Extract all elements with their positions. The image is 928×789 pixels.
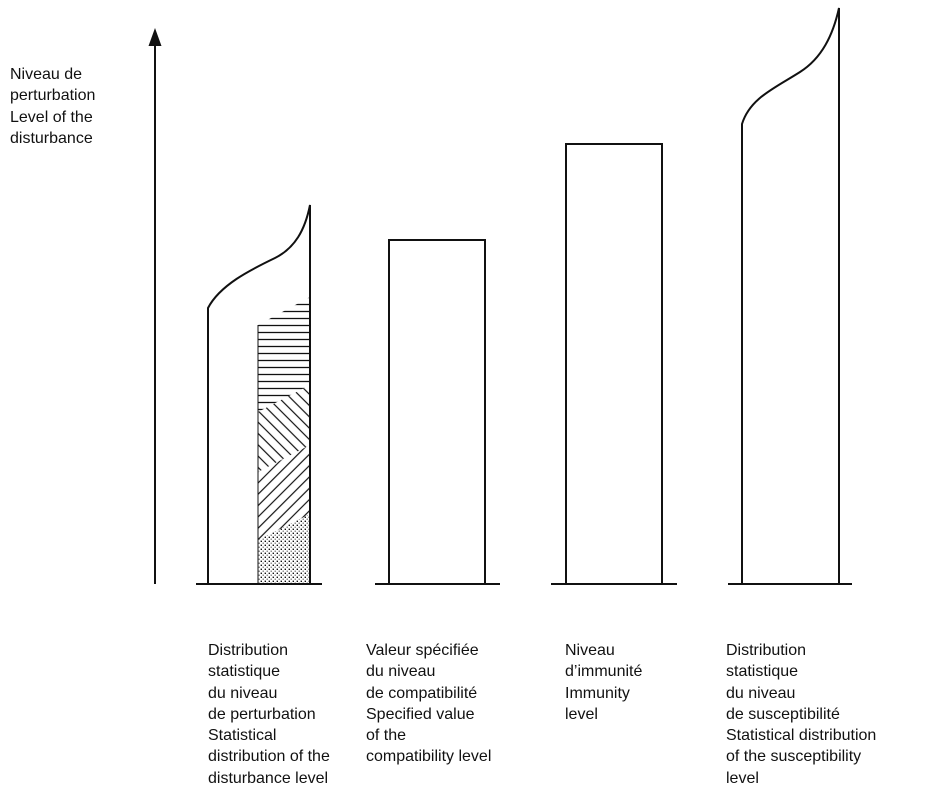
label-line: du niveau bbox=[726, 684, 796, 702]
compatibility-level-shape bbox=[375, 239, 500, 585]
susceptibility-outline bbox=[741, 7, 840, 584]
disturbance-outline bbox=[207, 204, 311, 584]
hatch-band-horizontal bbox=[258, 297, 310, 412]
compatibility-level-label: Valeur spécifiée du niveau de compatibil… bbox=[366, 640, 491, 768]
label-line: compatibility level bbox=[366, 748, 492, 766]
label-line: du niveau bbox=[208, 684, 278, 702]
hatch-band-slash bbox=[258, 445, 310, 540]
disturbance-distribution-label: Distribution statistique du niveau de pe… bbox=[208, 640, 330, 789]
disturbance-distribution-shape bbox=[196, 204, 322, 585]
label-line: de compatibilité bbox=[366, 684, 478, 702]
y-axis-label-line: perturbation bbox=[10, 87, 96, 105]
hatch-band-backslash bbox=[258, 385, 310, 472]
susceptibility-distribution-label: Distribution statistique du niveau de su… bbox=[726, 640, 876, 789]
label-line: Immunity bbox=[565, 684, 630, 702]
label-line: of the susceptibility bbox=[726, 748, 862, 766]
label-line: Niveau bbox=[565, 642, 615, 659]
label-line: Distribution bbox=[726, 642, 807, 659]
label-line: Specified value bbox=[366, 705, 475, 723]
label-line: Statistical distribution bbox=[726, 727, 877, 745]
y-axis-label-line: disturbance bbox=[10, 129, 93, 147]
label-line: statistique bbox=[208, 663, 281, 681]
y-axis-label: Niveau de perturbation Level of the dist… bbox=[10, 64, 95, 149]
label-line: Statistical bbox=[208, 727, 277, 745]
y-axis-arrow-icon bbox=[148, 28, 162, 46]
label-line: du niveau bbox=[366, 663, 436, 681]
label-line: level bbox=[726, 769, 759, 787]
dotted-band bbox=[258, 514, 310, 584]
label-line: Valeur spécifiée bbox=[366, 642, 479, 659]
label-line: d’immunité bbox=[565, 663, 643, 681]
label-line: disturbance level bbox=[208, 769, 329, 787]
y-axis-label-line: Level of the bbox=[10, 108, 93, 126]
label-line: statistique bbox=[726, 663, 799, 681]
susceptibility-distribution-shape bbox=[728, 7, 852, 585]
y-axis-label-line: Niveau de bbox=[10, 66, 83, 83]
label-line: of the bbox=[366, 727, 407, 745]
label-line: distribution of the bbox=[208, 748, 330, 766]
immunity-level-label: Niveau d’immunité Immunity level bbox=[565, 640, 642, 725]
label-line: de susceptibilité bbox=[726, 705, 840, 723]
immunity-level-shape bbox=[551, 143, 677, 585]
label-line: Distribution bbox=[208, 642, 289, 659]
compatibility-bar bbox=[388, 239, 486, 585]
label-line: level bbox=[565, 705, 598, 723]
label-line: de perturbation bbox=[208, 705, 316, 723]
immunity-bar bbox=[565, 143, 663, 585]
